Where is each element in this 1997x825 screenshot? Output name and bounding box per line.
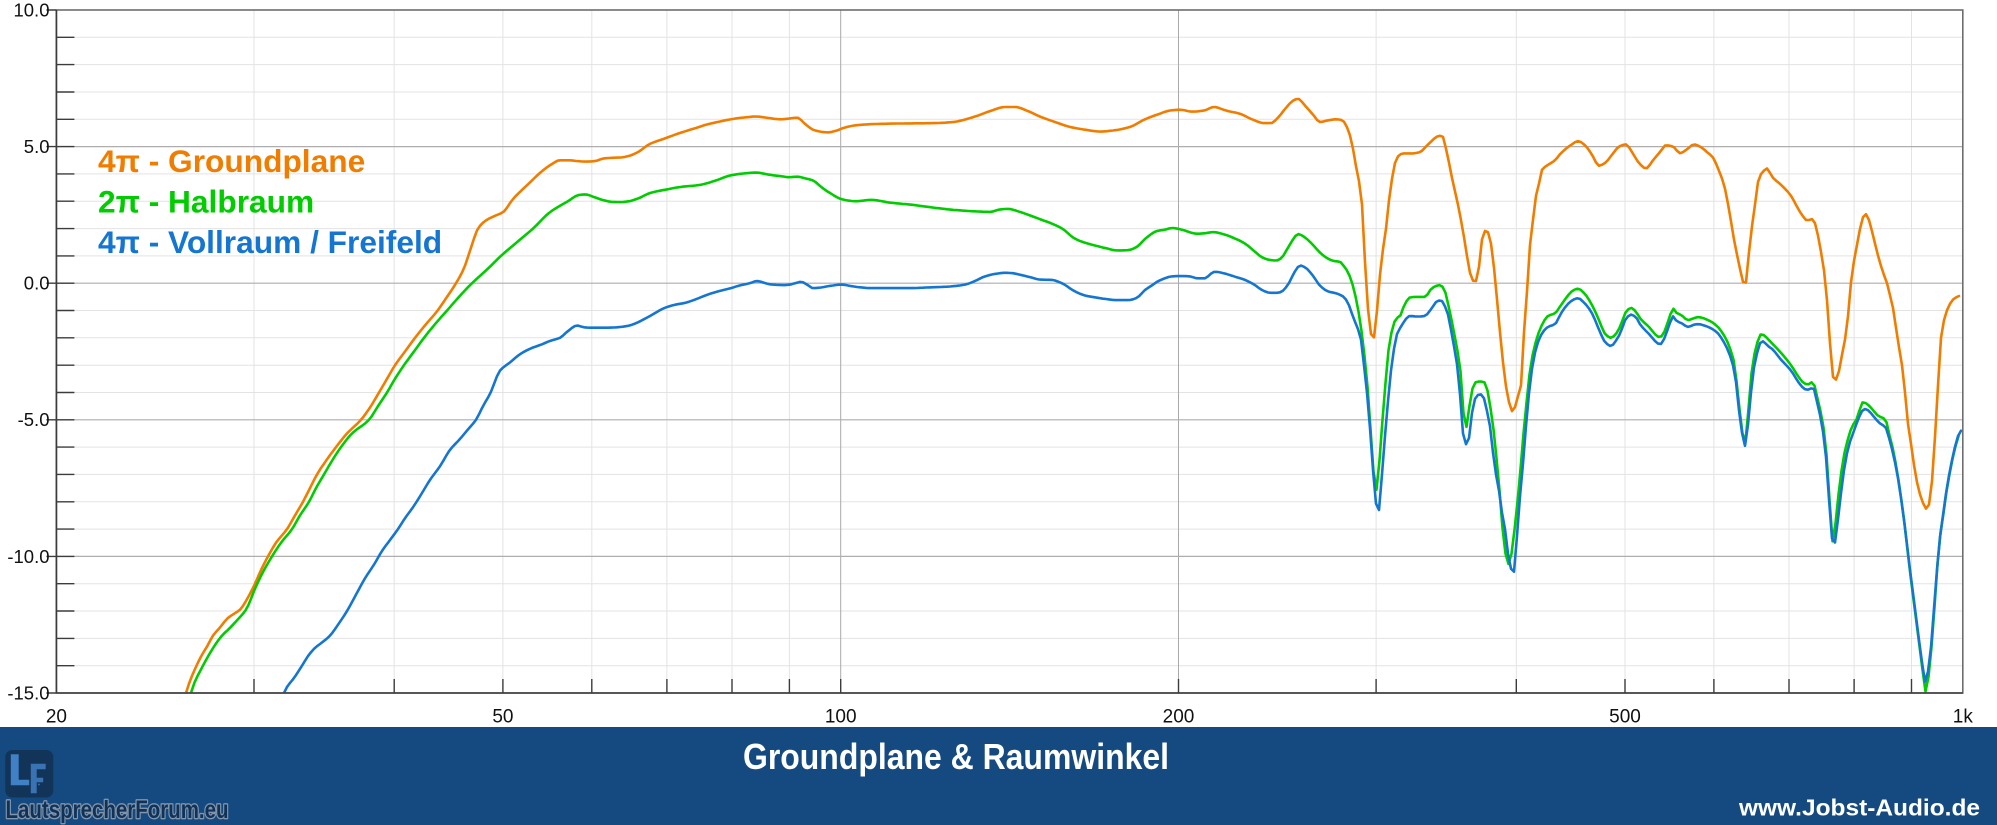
svg-text:-5.0: -5.0 [18,409,50,430]
svg-text:Groundplane & Raumwinkel: Groundplane & Raumwinkel [743,736,1169,777]
svg-text:4π - Vollraum / Freifeld: 4π - Vollraum / Freifeld [98,224,442,260]
svg-text:www.Jobst-Audio.de: www.Jobst-Audio.de [1738,795,1980,821]
svg-text:10.0: 10.0 [13,0,49,20]
svg-text:20: 20 [46,707,67,728]
svg-text:1k: 1k [1953,707,1974,728]
svg-text:2π - Halbraum: 2π - Halbraum [98,184,314,220]
svg-text:-10.0: -10.0 [7,546,49,567]
svg-text:500: 500 [1609,707,1641,728]
svg-text:LautsprecherForum.eu: LautsprecherForum.eu [6,796,229,824]
svg-text:4π - Groundplane: 4π - Groundplane [98,143,365,179]
svg-text:200: 200 [1163,707,1195,728]
svg-text:50: 50 [492,707,513,728]
svg-text:LautsprecherForum.eu: LautsprecherForum.eu [6,796,229,824]
svg-text:100: 100 [825,707,857,728]
svg-text:0.0: 0.0 [24,273,50,294]
svg-text:-15.0: -15.0 [7,682,49,703]
svg-text:5.0: 5.0 [24,136,50,157]
